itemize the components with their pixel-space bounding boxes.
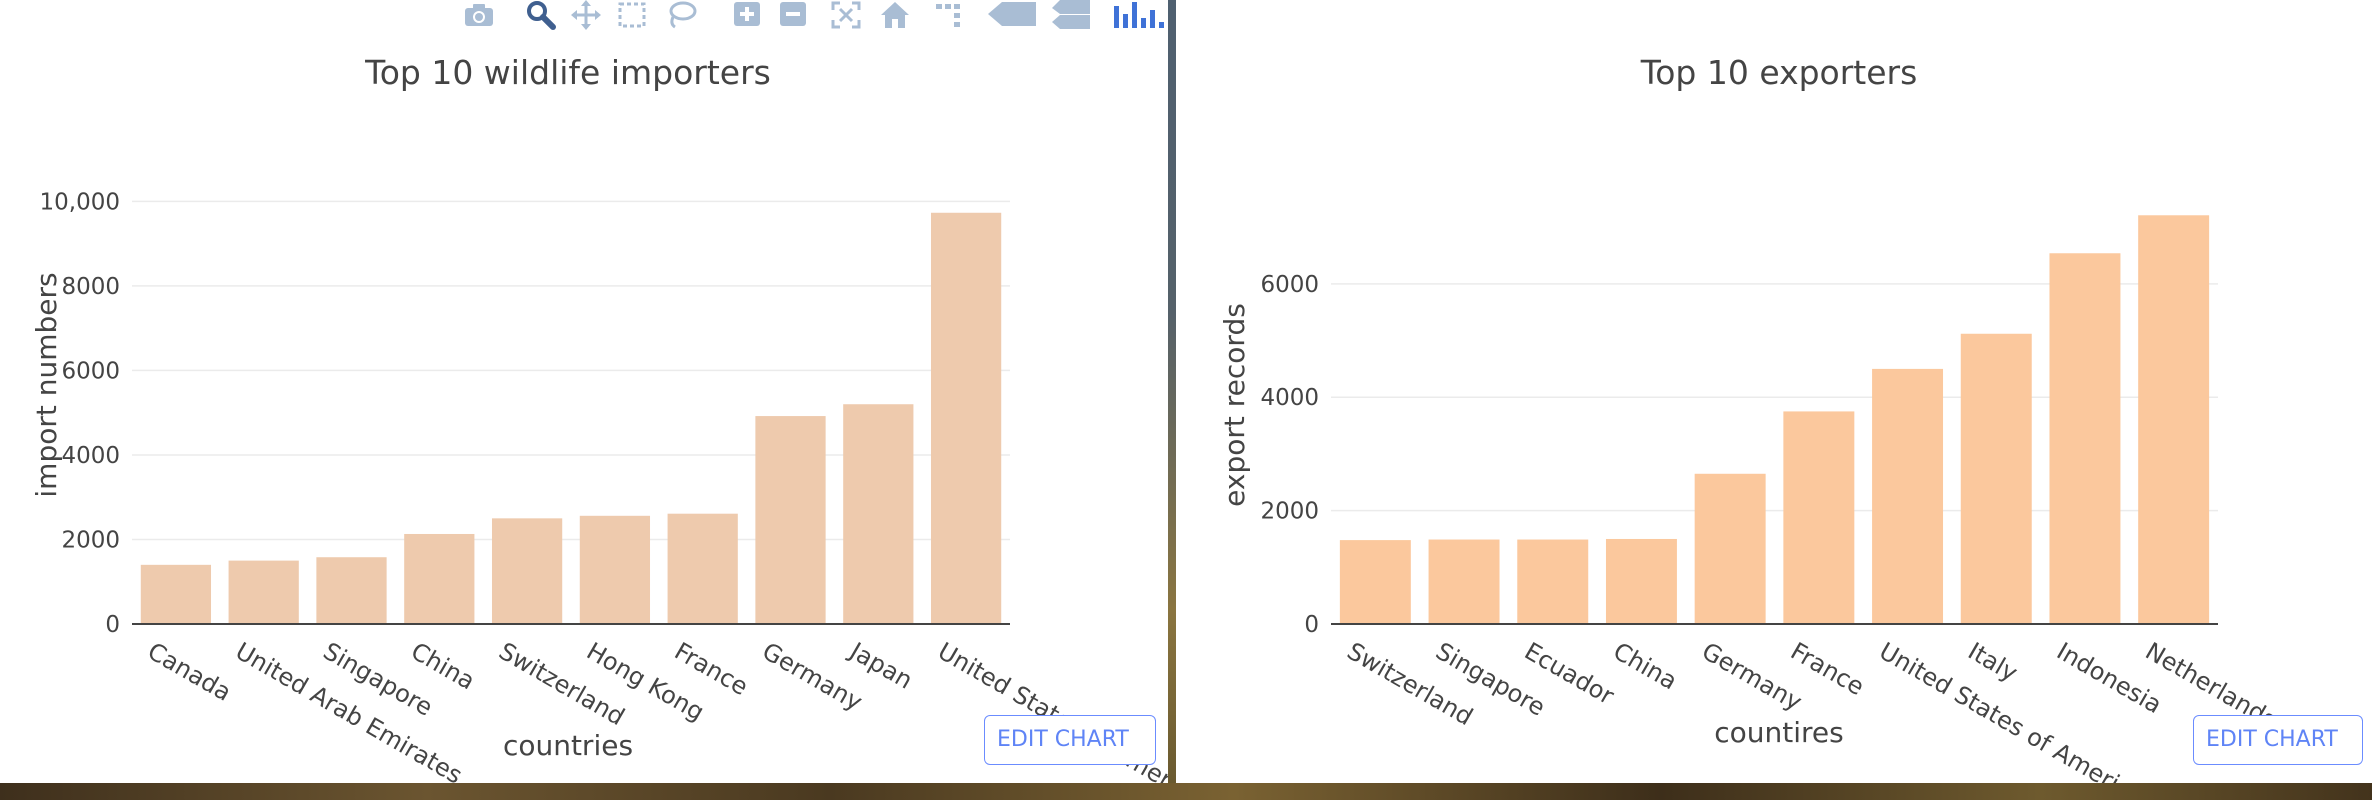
zoom-out-icon[interactable] xyxy=(778,0,808,28)
bar[interactable] xyxy=(228,560,299,624)
y-tick-label: 10,000 xyxy=(40,189,120,215)
edit-chart-button[interactable]: EDIT CHART xyxy=(2193,715,2363,765)
y-tick-label: 6000 xyxy=(61,358,120,384)
bar[interactable] xyxy=(1605,538,1677,624)
chart-modebar xyxy=(0,0,1168,30)
bar[interactable] xyxy=(491,518,563,624)
bar[interactable] xyxy=(843,404,914,624)
y-tick-label: 0 xyxy=(1304,612,1319,638)
bar[interactable] xyxy=(1517,539,1589,624)
autoscale-icon[interactable] xyxy=(830,0,862,30)
x-tick-label: Canada xyxy=(143,637,236,707)
y-tick-label: 6000 xyxy=(1260,272,1319,298)
zoom-icon[interactable] xyxy=(524,0,558,30)
y-tick-label: 4000 xyxy=(1260,385,1319,411)
exporters-chart-panel: 0 2000 4000 6000 Switzerland Singapore Ecuado… xyxy=(1176,0,2372,783)
bar[interactable] xyxy=(2138,215,2210,624)
zoom-in-icon[interactable] xyxy=(732,0,762,28)
x-tick-label: Germany xyxy=(758,637,868,716)
bar[interactable] xyxy=(316,557,387,624)
y-tick-label: 8000 xyxy=(61,274,120,300)
window-divider xyxy=(1168,0,1176,783)
reset-axes-icon[interactable] xyxy=(878,0,912,30)
box-select-icon[interactable] xyxy=(616,0,648,30)
bar[interactable] xyxy=(1960,333,2032,624)
bar[interactable] xyxy=(667,513,738,624)
y-tick-label: 0 xyxy=(105,612,120,638)
bar[interactable] xyxy=(1694,473,1766,624)
bar[interactable] xyxy=(140,564,212,624)
bar[interactable] xyxy=(2049,253,2121,625)
bar[interactable] xyxy=(579,515,651,624)
camera-icon[interactable] xyxy=(462,0,496,28)
pan-icon[interactable] xyxy=(570,0,602,30)
x-tick-label: China xyxy=(1608,637,1681,696)
x-axis-title: countries xyxy=(503,729,633,762)
background-photo-strip xyxy=(0,783,2372,800)
plotly-logo-icon[interactable] xyxy=(1110,0,1168,30)
chart-title: Top 10 exporters xyxy=(1640,53,1918,92)
y-tick-label: 2000 xyxy=(1260,499,1319,525)
importers-chart-panel: 0 2000 4000 6000 8000 10,000 Canada United Ara… xyxy=(0,0,1168,783)
bar[interactable] xyxy=(1428,539,1500,624)
y-tick-label: 2000 xyxy=(61,527,120,553)
hover-closest-icon[interactable] xyxy=(986,0,1038,28)
x-axis-title: countires xyxy=(1714,716,1844,749)
edit-chart-button[interactable]: EDIT CHART xyxy=(984,715,1156,765)
x-tick-label: Germany xyxy=(1697,637,1807,716)
hover-compare-icon[interactable] xyxy=(1050,0,1092,30)
spike-lines-icon[interactable] xyxy=(934,0,964,30)
bar[interactable] xyxy=(1783,411,1855,624)
y-axis-title: import numbers xyxy=(30,272,63,497)
bar[interactable] xyxy=(930,212,1002,624)
x-tick-label: Italy xyxy=(1963,637,2022,687)
bar[interactable] xyxy=(1339,540,1411,624)
bar[interactable] xyxy=(404,533,475,624)
lasso-select-icon[interactable] xyxy=(664,0,698,30)
y-tick-label: 4000 xyxy=(61,443,120,469)
bar[interactable] xyxy=(1872,368,1944,624)
y-axis-title: export records xyxy=(1218,303,1251,507)
bar[interactable] xyxy=(755,416,826,624)
chart-title: Top 10 wildlife importers xyxy=(364,53,771,92)
